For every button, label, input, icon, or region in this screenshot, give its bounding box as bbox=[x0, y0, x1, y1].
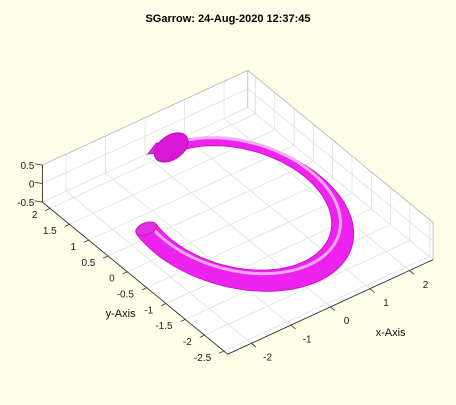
axis-line-xy bbox=[42, 201, 434, 355]
z-tick-mark bbox=[34, 200, 43, 203]
axes-3d: -2-101221.510.50-0.5-1-1.5-2-2.50.50-0.5… bbox=[17, 69, 434, 364]
x-tick-mark bbox=[251, 343, 257, 348]
x-tick-label: 2 bbox=[423, 280, 429, 291]
y-tick-label: -0.5 bbox=[117, 289, 135, 300]
y-tick-mark bbox=[199, 334, 205, 338]
y-tick-mark bbox=[218, 350, 224, 354]
arrow-surface bbox=[135, 132, 355, 292]
y-tick-mark bbox=[160, 303, 167, 307]
y-tick-mark bbox=[64, 223, 70, 227]
axes-edges bbox=[41, 69, 434, 355]
y-tick-label: 0.5 bbox=[81, 258, 95, 269]
y-tick-label: 1.5 bbox=[43, 226, 57, 237]
x-tick-mark bbox=[290, 324, 296, 330]
y-tick-mark bbox=[103, 255, 109, 259]
z-tick-label: -0.5 bbox=[17, 198, 35, 209]
z-tick-label: 0 bbox=[29, 180, 35, 191]
arrow-head-base bbox=[153, 132, 189, 163]
z-tick-label: 0.5 bbox=[20, 161, 34, 172]
y-tick-mark bbox=[45, 208, 51, 211]
y-tick-label: -2 bbox=[183, 337, 192, 348]
z-tick-mark bbox=[34, 181, 43, 184]
y-tick-label: -1.5 bbox=[155, 321, 173, 332]
y-tick-label: 2 bbox=[32, 210, 38, 221]
x-tick-label: 1 bbox=[383, 298, 389, 309]
y-tick-mark bbox=[180, 319, 186, 322]
y-tick-mark bbox=[122, 271, 128, 275]
y-tick-mark bbox=[141, 287, 147, 291]
y-tick-label: 1 bbox=[70, 242, 76, 253]
x-tick-mark bbox=[330, 306, 336, 312]
y-tick-label: -2.5 bbox=[194, 353, 212, 364]
chart-title: SGarrow: 24-Aug-2020 12:37:45 bbox=[145, 13, 310, 25]
x-tick-mark bbox=[369, 288, 375, 293]
x-tick-mark bbox=[409, 270, 415, 275]
tube-highlight bbox=[146, 136, 342, 276]
y-tick-label: -1 bbox=[144, 305, 153, 316]
y-tick-mark bbox=[83, 239, 89, 243]
x-axis-label: x-Axis bbox=[376, 327, 406, 339]
y-axis-label: y-Axis bbox=[106, 308, 136, 320]
x-tick-label: 0 bbox=[344, 316, 350, 327]
x-tick-label: -2 bbox=[263, 353, 272, 364]
tube-tail-cap bbox=[135, 221, 158, 236]
x-tick-label: -1 bbox=[303, 334, 312, 345]
y-tick-label: 0 bbox=[109, 274, 115, 285]
z-tick-mark bbox=[34, 163, 43, 166]
